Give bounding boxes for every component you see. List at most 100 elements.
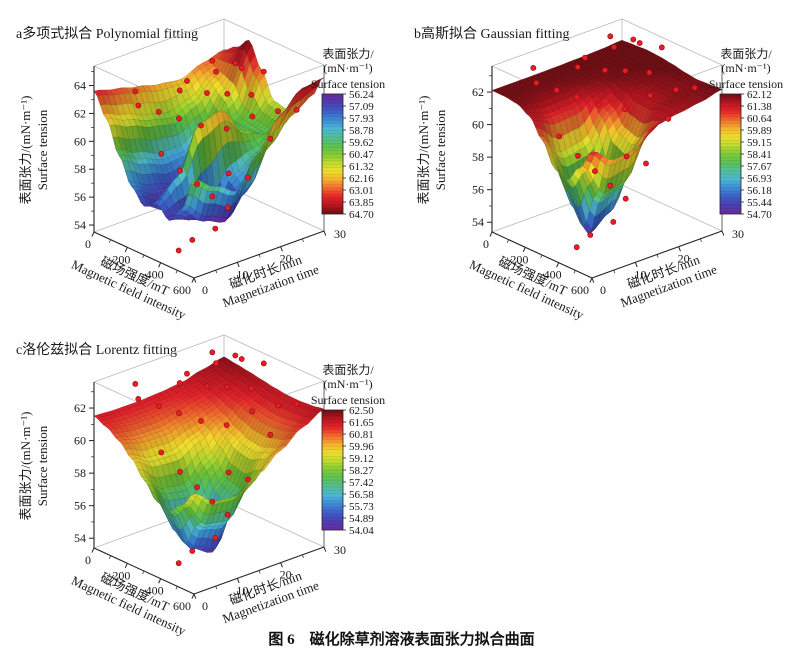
data-point [630, 36, 637, 43]
svg-text:10: 10 [634, 267, 646, 281]
svg-text:54: 54 [74, 531, 86, 545]
svg-text:54.70: 54.70 [747, 209, 772, 221]
data-point [232, 352, 239, 359]
scatter-points [530, 33, 698, 251]
svg-text:57.42: 57.42 [349, 477, 374, 489]
svg-text:56.18: 56.18 [747, 185, 772, 197]
svg-text:表面张力/(mN·m⁻¹): 表面张力/(mN·m⁻¹) [416, 96, 431, 205]
data-point [184, 78, 190, 84]
data-point [176, 380, 183, 386]
data-point [224, 204, 231, 211]
chart-polynomial-fitting: a多项式拟合 Polynomial fitting 54 56 58 60 62 64 0 2… [16, 18, 385, 323]
svg-text:57.09: 57.09 [349, 101, 374, 113]
svg-text:59.12: 59.12 [349, 453, 374, 465]
svg-text:60.47: 60.47 [349, 149, 374, 161]
svg-text:64: 64 [74, 79, 86, 93]
svg-text:(mN·m⁻¹): (mN·m⁻¹) [323, 61, 372, 75]
data-point [623, 153, 630, 160]
data-point [212, 534, 219, 541]
svg-text:(mN·m⁻¹): (mN·m⁻¹) [721, 61, 770, 75]
data-point [225, 170, 232, 177]
data-point [293, 400, 300, 407]
z-axis-label: 表面张力/(mN·m⁻¹) Surface tension [18, 96, 50, 205]
data-point [673, 86, 679, 93]
svg-text:表面张力/: 表面张力/ [720, 47, 772, 61]
svg-text:54.89: 54.89 [349, 513, 374, 525]
data-point [177, 468, 183, 475]
data-point [553, 87, 560, 93]
svg-text:54: 54 [74, 218, 86, 232]
data-point [198, 122, 204, 129]
data-point [267, 431, 274, 438]
svg-text:64.70: 64.70 [349, 209, 374, 221]
data-point [238, 356, 245, 362]
svg-text:0: 0 [85, 553, 91, 567]
data-point [194, 484, 200, 491]
svg-text:400: 400 [146, 268, 164, 282]
data-point [158, 449, 165, 456]
data-point [622, 195, 629, 202]
data-point [198, 418, 204, 424]
data-point [582, 54, 588, 61]
svg-text:54.04: 54.04 [349, 525, 374, 537]
svg-text:60.64: 60.64 [747, 113, 772, 125]
z-axis-label: 表面张力/(mN·m⁻¹) Surface tension [416, 96, 448, 205]
svg-text:58.78: 58.78 [349, 125, 374, 137]
data-point [204, 90, 210, 96]
svg-text:56: 56 [74, 499, 86, 513]
data-point [245, 476, 251, 483]
svg-text:56: 56 [472, 183, 484, 197]
data-point [194, 180, 200, 187]
data-point [177, 167, 183, 174]
svg-text:20: 20 [280, 568, 292, 582]
data-point [204, 383, 210, 390]
data-point [176, 87, 183, 94]
data-point [622, 67, 629, 74]
svg-text:30: 30 [334, 227, 346, 241]
svg-text:30: 30 [334, 543, 346, 557]
data-point [238, 65, 245, 71]
data-point [158, 150, 165, 157]
svg-text:59.89: 59.89 [747, 125, 772, 137]
data-point [212, 225, 219, 232]
svg-text:59.96: 59.96 [349, 441, 374, 453]
svg-text:Surface tension: Surface tension [311, 77, 385, 91]
data-point [189, 236, 196, 243]
data-point [607, 182, 614, 189]
svg-text:200: 200 [112, 252, 130, 266]
chart-lorentz-fitting: c洛伦兹拟合 Lorentz fitting 54565860620200400… [16, 334, 385, 639]
svg-text:0: 0 [202, 283, 208, 297]
data-point [691, 84, 698, 91]
data-point [209, 193, 216, 200]
svg-text:20: 20 [678, 252, 690, 266]
svg-text:400: 400 [146, 584, 164, 598]
svg-text:600: 600 [173, 599, 191, 613]
svg-text:55.73: 55.73 [349, 501, 374, 513]
svg-text:54: 54 [472, 215, 484, 229]
svg-text:63.01: 63.01 [349, 185, 374, 197]
chart-gaussian-fitting: b高斯拟合 Gaussian fitting 54565860620200400… [414, 18, 783, 323]
data-point [209, 57, 216, 64]
scatter-points [132, 57, 300, 254]
data-point [248, 385, 255, 392]
svg-text:60: 60 [472, 118, 484, 132]
svg-text:56: 56 [74, 190, 86, 204]
svg-text:表面张力/(mN·m⁻¹): 表面张力/(mN·m⁻¹) [18, 412, 33, 521]
svg-text:61.65: 61.65 [349, 417, 374, 429]
svg-text:61.38: 61.38 [747, 101, 772, 113]
data-point [232, 60, 239, 67]
svg-text:(mN·m⁻¹): (mN·m⁻¹) [323, 377, 372, 391]
colorbar: 62.1261.3860.6459.8959.1558.4157.6756.93… [709, 47, 783, 221]
svg-text:400: 400 [544, 268, 562, 282]
svg-text:61.32: 61.32 [349, 161, 374, 173]
svg-text:62: 62 [74, 106, 86, 120]
plot-title-c: c洛伦兹拟合 Lorentz fitting [16, 342, 177, 358]
data-point [575, 152, 581, 159]
data-point [621, 106, 628, 112]
svg-text:58: 58 [74, 162, 86, 176]
svg-text:57.93: 57.93 [349, 113, 374, 125]
data-point [209, 498, 216, 505]
data-point [249, 408, 256, 415]
